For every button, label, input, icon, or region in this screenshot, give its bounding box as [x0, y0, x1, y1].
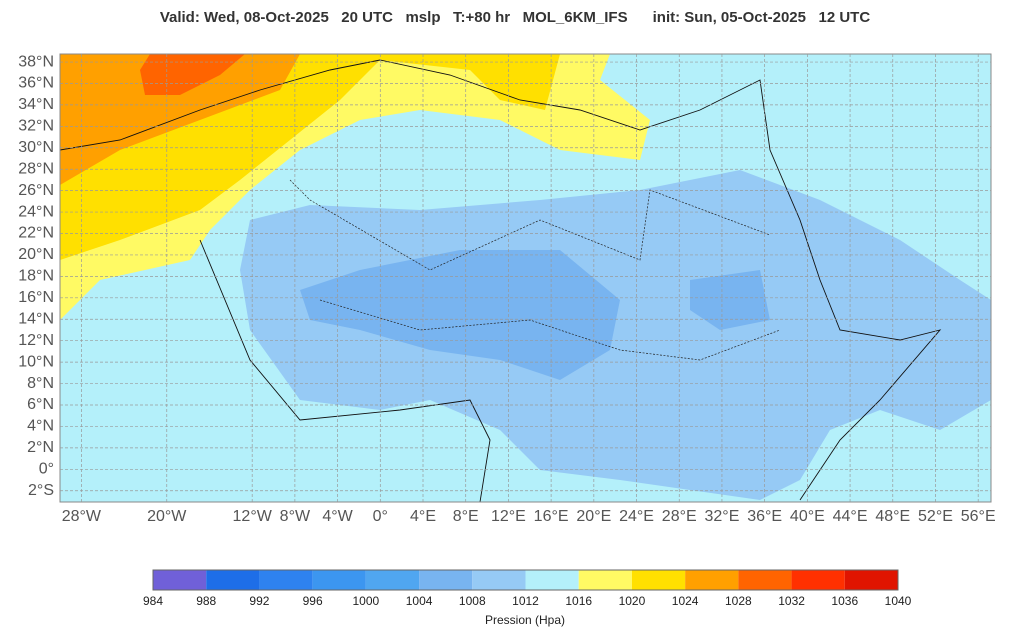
colorbar-swatch: [365, 570, 420, 590]
map-frame: [59, 53, 992, 503]
colorbar-tick-label: 1020: [619, 594, 646, 608]
lat-label: 8°N: [27, 375, 54, 392]
lon-label: 12°W: [233, 508, 273, 525]
lon-label: 20°E: [576, 508, 611, 525]
colorbar-swatch: [312, 570, 366, 590]
lat-label: 34°N: [18, 96, 54, 113]
field-1004: [300, 250, 770, 380]
colorbar-tick-label: 988: [196, 594, 216, 608]
colorbar-swatch: [685, 570, 739, 590]
lat-label: 18°N: [18, 268, 54, 285]
lat-label: 30°N: [18, 139, 54, 156]
lon-label: 52°E: [918, 508, 953, 525]
lat-label: 2°N: [27, 439, 54, 456]
colorbar-frame: [152, 569, 899, 591]
lon-label: 20°W: [147, 508, 187, 525]
lon-label: 56°E: [961, 508, 996, 525]
lon-label: 48°E: [875, 508, 910, 525]
lon-label: 8°W: [280, 508, 311, 525]
colorbar-tick-label: 1040: [885, 594, 912, 608]
title: Valid: Wed, 08-Oct-2025 20 UTC mslp T:+8…: [160, 9, 870, 26]
borders: [289, 179, 781, 361]
lat-label: 0°: [39, 461, 54, 478]
colorbar-tick-label: 1024: [672, 594, 699, 608]
colorbar-swatch: [578, 570, 632, 590]
colorbar-swatch: [844, 570, 898, 590]
field-1028: [140, 54, 245, 95]
lon-label: 32°E: [705, 508, 740, 525]
colorbar-swatch: [791, 570, 845, 590]
coastline: [199, 239, 491, 502]
colorbar-tick-label: 984: [143, 594, 163, 608]
field-1024: [60, 54, 300, 185]
lon-label: 40°E: [790, 508, 825, 525]
lat-label: 2°S: [28, 482, 54, 499]
colorbar-swatch: [472, 570, 526, 590]
colorbar-tick-label: 992: [249, 594, 269, 608]
lat-label: 32°N: [18, 118, 54, 135]
colorbar-swatch: [631, 570, 686, 590]
lon-label: 28°E: [662, 508, 697, 525]
lat-label: 26°N: [18, 182, 54, 199]
lat-label: 16°N: [18, 289, 54, 306]
colorbar-tick-label: 1008: [459, 594, 486, 608]
lat-label: 12°N: [18, 332, 54, 349]
colorbar-tick-label: 1028: [725, 594, 752, 608]
colorbar-tick-label: 1004: [406, 594, 433, 608]
lat-label: 24°N: [18, 203, 54, 220]
colorbar-tick-label: 996: [303, 594, 323, 608]
lat-label: 4°N: [27, 418, 54, 435]
colorbar-swatch: [153, 570, 207, 590]
colorbar-swatch: [738, 570, 792, 590]
colorbar-swatch: [525, 570, 579, 590]
lon-label: 44°E: [833, 508, 868, 525]
map-fields: [60, 54, 991, 502]
field-1008: [240, 170, 991, 500]
lon-label: 4°W: [322, 508, 353, 525]
lon-label: 36°E: [747, 508, 782, 525]
lat-label: 28°N: [18, 160, 54, 177]
colorbar-tick-label: 1032: [778, 594, 805, 608]
lon-label: 12°E: [491, 508, 526, 525]
lat-label: 14°N: [18, 310, 54, 327]
lat-label: 38°N: [18, 53, 54, 70]
lat-label: 22°N: [18, 225, 54, 242]
colorbar-label: Pression (Hpa): [485, 613, 565, 627]
colorbar-swatch: [259, 570, 313, 590]
lon-label: 8°E: [453, 508, 479, 525]
coastline: [60, 59, 942, 501]
colorbar-tick-label: 1000: [353, 594, 380, 608]
colorbar-tick-label: 1036: [831, 594, 858, 608]
lat-label: 10°N: [18, 353, 54, 370]
lon-label: 24°E: [619, 508, 654, 525]
lat-label: 20°N: [18, 246, 54, 263]
lon-label: 0°: [373, 508, 388, 525]
lat-label: 36°N: [18, 75, 54, 92]
colorbar-tick-label: 1016: [565, 594, 592, 608]
lon-label: 28°W: [62, 508, 102, 525]
colorbar-swatch: [419, 570, 473, 590]
colorbar-swatch: [206, 570, 260, 590]
colorbar-tick-label: 1012: [512, 594, 539, 608]
lat-label: 6°N: [27, 396, 54, 413]
lon-label: 16°E: [534, 508, 569, 525]
lon-label: 4°E: [410, 508, 436, 525]
